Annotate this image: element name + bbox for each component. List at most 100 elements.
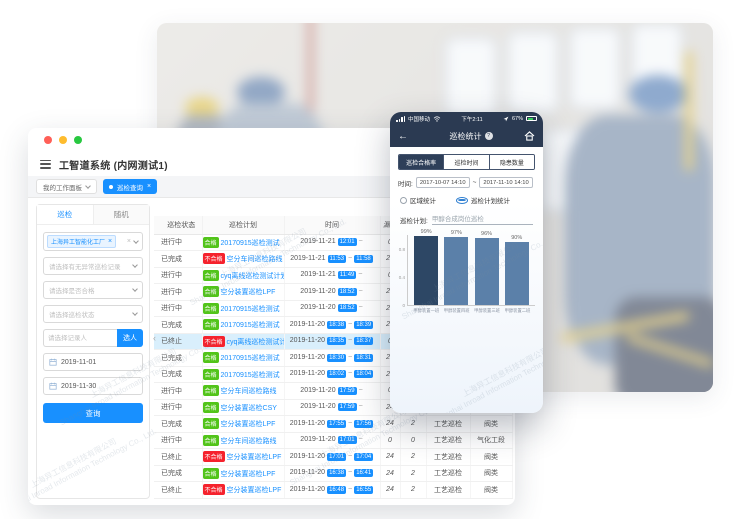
photo-blue-helmet-right: [629, 75, 687, 113]
plan-link[interactable]: 空分装置巡检LPF: [226, 454, 282, 462]
chevron-left-icon[interactable]: ‹: [153, 333, 156, 343]
close-tab-icon[interactable]: ×: [147, 183, 152, 190]
table-row[interactable]: 进行中 合格 空分车间巡检路线 2019-11-20 17:01 ~0 0 工艺巡检 气化工段: [154, 432, 513, 449]
cell-plan: 合格 20170915巡检测试: [202, 234, 285, 251]
plan-link[interactable]: 20170915巡检测试: [220, 305, 280, 313]
qualified-badge: 合格: [202, 302, 219, 314]
workspace-tab-label: 我的工作面板: [43, 184, 82, 192]
select-abnormal-record[interactable]: 请选择有无异常巡检记录: [43, 257, 143, 275]
radio-region-stat[interactable]: 区域统计: [400, 195, 436, 205]
factory-multiselect[interactable]: 上海异工智能化工厂 × ×: [43, 232, 143, 251]
radio-plan-stat[interactable]: 巡检计划统计: [456, 195, 510, 205]
battery-percent: 67%: [511, 115, 523, 122]
end-time-badge: 11:58: [354, 254, 373, 263]
remove-tag-icon[interactable]: ×: [108, 238, 113, 245]
plan-link[interactable]: 空分装置巡检LPF: [220, 421, 276, 429]
plan-link[interactable]: 20170915巡检测试: [220, 322, 280, 330]
tilde: ~: [472, 179, 477, 186]
plan-link[interactable]: 空分装置巡检CSY: [220, 404, 277, 412]
plan-link[interactable]: 空分装置巡检LPF: [220, 289, 276, 297]
cell-type: 工艺巡检: [426, 448, 471, 466]
plan-select[interactable]: 甲醇合成岗位巡检: [431, 213, 533, 225]
bar-value-label: 90%: [511, 235, 523, 241]
plan-link[interactable]: 空分装置巡检LPF: [220, 470, 276, 478]
minimize-window-icon[interactable]: [59, 136, 67, 144]
cell-missed-count: 0: [380, 432, 401, 449]
col-status: 巡检状态: [154, 216, 203, 235]
recorder-input[interactable]: [43, 329, 117, 347]
date-from-input[interactable]: 2019-11-01: [43, 353, 143, 371]
calendar-icon: [49, 382, 57, 390]
date-to-input[interactable]: 2019-11-30: [43, 377, 143, 395]
start-time-badge: 17:01: [337, 436, 357, 445]
clear-icon[interactable]: ×: [126, 238, 131, 245]
table-row[interactable]: 已完成 合格 空分装置巡检LPF 2019-11-20 17:55 ~17:56 24 2 工艺…: [154, 415, 513, 433]
chevron-down-icon: [85, 182, 91, 189]
stat-mode-radios: 区域统计 巡检计划统计: [400, 195, 533, 205]
sidebar-tab-random[interactable]: 随机: [92, 205, 149, 224]
back-icon[interactable]: ←: [398, 130, 408, 142]
plan-link[interactable]: 20170915巡检测试: [220, 371, 280, 379]
plan-link[interactable]: 空分车间巡检路线: [220, 388, 277, 396]
plan-link[interactable]: 空分车间巡检路线: [220, 437, 277, 445]
tab-dot-icon: [109, 184, 113, 189]
tab-inspection-time[interactable]: 巡检时间: [443, 155, 489, 169]
sidebar-filters: 上海异工智能化工厂 × × 请选择有无异常巡检记录 请选择是否合格: [37, 225, 149, 430]
pick-person-button[interactable]: 选人: [117, 329, 143, 347]
active-tab-label: 巡检查询: [117, 184, 143, 192]
maximize-window-icon[interactable]: [74, 136, 82, 144]
factory-tag-label: 上海异工智能化工厂: [51, 240, 106, 246]
close-window-icon[interactable]: [44, 136, 52, 144]
plan-link[interactable]: 空分装置巡检LPF: [226, 487, 282, 495]
active-tab-inspection-query[interactable]: 巡检查询 ×: [103, 179, 158, 194]
start-time-badge: 17:01: [327, 452, 347, 461]
start-time-badge: 16:38: [327, 469, 347, 478]
plan-label: 巡检计划:: [400, 218, 428, 225]
qualified-badge: 合格: [202, 352, 219, 364]
hamburger-menu-icon[interactable]: [40, 159, 51, 169]
time-to-input[interactable]: 2017-11-10 14:10: [479, 177, 533, 188]
calendar-icon: [49, 358, 57, 366]
start-time-badge: 18:52: [337, 287, 357, 296]
workspace-tab[interactable]: 我的工作面板: [36, 179, 97, 194]
cell-time: 2019-11-20 17:59 ~: [284, 382, 381, 400]
select-qualified[interactable]: 请选择是否合格: [43, 281, 143, 299]
cell-plan: 不合格 空分装置巡检LPF: [202, 481, 285, 499]
cell-type: 工艺巡检: [426, 481, 471, 499]
home-icon[interactable]: [524, 131, 535, 141]
tab-pass-rate[interactable]: 巡检合格率: [399, 155, 444, 169]
table-row[interactable]: 已终止 不合格 空分装置巡检LPF 2019-11-20 16:48 ~16:55 24 2 工…: [154, 481, 513, 499]
bar[interactable]: 96%: [474, 231, 499, 305]
plan-link[interactable]: 20170915巡检测试: [220, 355, 280, 363]
time-from-input[interactable]: 2017-10-07 14:10: [415, 177, 470, 188]
cell-plan: 合格 20170915巡检测试: [202, 300, 285, 317]
table-row[interactable]: 已完成 合格 空分装置巡检LPF 2019-11-20 16:38 ~16:41 24 2 工艺…: [154, 465, 513, 482]
plan-link[interactable]: 空分车间巡检路线: [226, 256, 283, 264]
carrier-label: 中国移动: [408, 116, 431, 123]
tab-hazard-count[interactable]: 隐患数量: [488, 155, 534, 169]
table-row[interactable]: 已终止 不合格 空分装置巡检LPF 2019-11-20 17:01 ~17:04 24 2 工…: [154, 448, 513, 466]
cell-status: 已完成: [154, 250, 203, 268]
plan-link[interactable]: cyq离线巡检测试计划: [220, 272, 284, 280]
plan-link[interactable]: cyq离线巡检测试计划: [226, 338, 283, 346]
x-tick-label: 甲醇装置三班: [474, 308, 500, 313]
cell-plan: 合格 空分装置巡检LPF: [202, 283, 285, 301]
start-time-badge: 17:55: [327, 419, 347, 428]
bar-value-label: 99%: [420, 228, 432, 235]
info-icon[interactable]: ?: [484, 132, 493, 140]
bar[interactable]: 97%: [444, 230, 469, 305]
cell-time: 2019-11-21 11:49 ~: [284, 267, 381, 284]
bar[interactable]: 99%: [414, 229, 439, 305]
start-time-badge: 18:52: [337, 304, 357, 313]
end-time-badge: 17:56: [354, 419, 374, 428]
qualified-badge: 合格: [202, 401, 219, 413]
y-tick-label: 0: [402, 303, 405, 308]
plan-link[interactable]: 20170915巡检测试: [220, 239, 280, 247]
query-button[interactable]: 查询: [43, 403, 143, 423]
cell-status: 已终止: [154, 481, 203, 499]
sidebar-tab-inspection[interactable]: 巡检: [37, 205, 93, 224]
cell-time: 2019-11-20 18:52 ~: [284, 283, 381, 301]
select-status[interactable]: 请选择巡检状态: [43, 305, 143, 323]
bar[interactable]: 90%: [504, 235, 529, 305]
